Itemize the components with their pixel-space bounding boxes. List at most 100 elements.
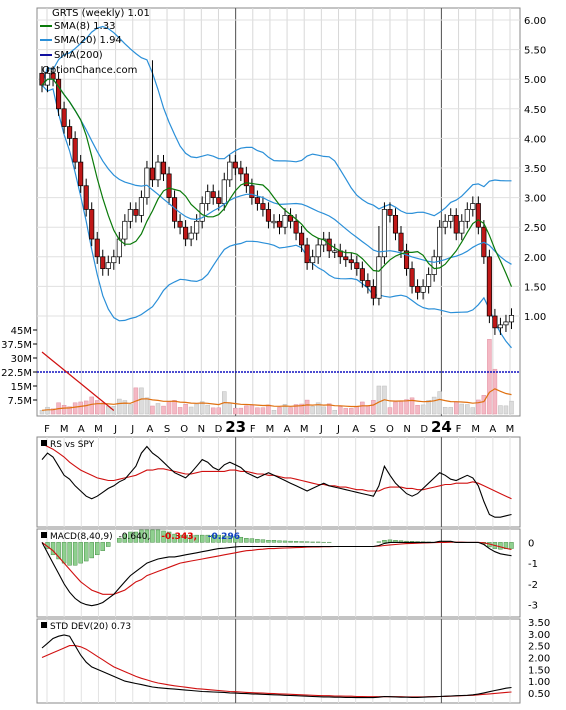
candle-body [498, 325, 502, 328]
macd-histogram-bar [101, 542, 105, 550]
volume-bar [150, 406, 154, 414]
price-tick-label: 4.00 [524, 134, 546, 145]
candle-body [393, 215, 397, 233]
volume-bar [289, 408, 293, 414]
volume-bar [211, 408, 215, 414]
candle-body [415, 286, 419, 292]
candle-body [183, 227, 187, 239]
volume-bar [145, 398, 149, 414]
volume-bar [90, 397, 94, 414]
candle-body [443, 221, 447, 227]
x-tick-label: M [266, 424, 275, 435]
candle-body [178, 221, 182, 227]
volume-bar [504, 406, 508, 414]
volume-tick-label: 15M [11, 382, 32, 393]
macd-value: -0.640, [119, 532, 151, 542]
volume-bar [250, 406, 254, 414]
candle-body [261, 204, 265, 210]
volume-bar [217, 408, 221, 414]
volume-bar [509, 401, 513, 414]
volume-bar [360, 402, 364, 414]
x-tick-label: A [146, 424, 153, 435]
volume-bar [493, 369, 497, 414]
volume-bar [272, 410, 276, 414]
macd-histogram-bar [377, 542, 381, 543]
x-tick-label: M [94, 424, 103, 435]
std-tick-label: 1.50 [528, 665, 550, 676]
candle-body [106, 263, 110, 269]
macd-histogram-bar [509, 542, 513, 548]
candle-body [410, 269, 414, 287]
candle-body [316, 245, 320, 257]
candle-body [84, 186, 88, 210]
std-label: STD DEV(20) 0.73 [50, 622, 131, 632]
x-tick-label: A [352, 424, 359, 435]
volume-bar [178, 407, 182, 414]
macd-histogram-bar [289, 541, 293, 542]
candle-body [366, 280, 370, 286]
x-tick-label: A [78, 424, 85, 435]
candle-body [67, 127, 71, 139]
volume-bar [498, 406, 502, 414]
x-tick-label: M [506, 424, 515, 435]
std-tick-label: 2.50 [528, 642, 550, 653]
volume-bar [101, 403, 105, 414]
macd-label-group: MACD(8,40,9) -0.640, -0.343, -0.296 [50, 532, 240, 542]
macd-hist-value: -0.296 [208, 532, 240, 542]
x-tick-label: J [113, 424, 117, 435]
candle-body [344, 257, 348, 260]
macd-histogram-bar [95, 542, 99, 554]
candle-body [299, 233, 303, 245]
volume-bar [355, 406, 359, 414]
candle-body [134, 209, 138, 215]
candle-body [426, 275, 430, 287]
candle-body [239, 168, 243, 174]
candle-body [167, 174, 171, 198]
watermark: OptionChance.com [42, 65, 137, 76]
x-tick-label: F [250, 424, 256, 435]
std-tick-label: 3.00 [528, 630, 550, 641]
macd-legend-swatch [41, 532, 47, 538]
macd-histogram-bar [283, 541, 287, 542]
candle-body [255, 198, 259, 204]
candle-body [194, 221, 198, 233]
volume-bar [173, 400, 177, 414]
volume-bar [117, 399, 121, 414]
volume-bar [40, 410, 44, 414]
price-tick-label: 5.50 [524, 46, 546, 57]
candle-body [78, 162, 82, 186]
volume-bar [427, 400, 431, 414]
macd-tick-label: -1 [528, 559, 538, 570]
candle-body [487, 257, 491, 316]
candle-body [222, 180, 226, 204]
macd-histogram-bar [84, 542, 88, 561]
price-tick-label: 2.50 [524, 223, 546, 234]
macd-histogram-bar [79, 542, 83, 563]
x-tick-label: N [403, 424, 410, 435]
x-tick-label: J [319, 424, 323, 435]
macd-tick-label: -3 [528, 601, 538, 612]
candle-body [95, 239, 99, 257]
macd-histogram-bar [200, 535, 204, 542]
x-tick-label: M [471, 424, 480, 435]
macd-histogram-bar [498, 542, 502, 549]
std-legend-swatch [41, 622, 47, 628]
candle-body [73, 138, 77, 162]
volume-bar [405, 400, 409, 414]
candle-body [128, 209, 132, 221]
volume-bar [84, 401, 88, 414]
volume-bar [162, 406, 166, 414]
candle-body [465, 209, 469, 221]
volume-bar [338, 407, 342, 414]
candle-body [454, 215, 458, 233]
x-tick-label: F [456, 424, 462, 435]
volume-bar [393, 402, 397, 414]
volume-bar [377, 386, 381, 414]
candle-body [449, 215, 453, 221]
candle-body [90, 209, 94, 239]
candle-body [112, 257, 116, 263]
x-tick-label: N [198, 424, 205, 435]
candle-body [360, 269, 364, 281]
volume-bar [311, 406, 315, 414]
